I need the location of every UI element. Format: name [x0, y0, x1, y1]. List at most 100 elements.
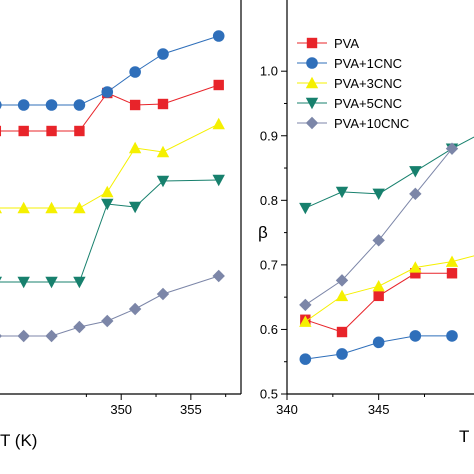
left-point-pva-plus-5cnc-7 [212, 174, 225, 187]
left-point-pva-plus-3cnc-3 [73, 201, 86, 214]
right-panel: 0.5 0.6 0.7 0.8 0.9 1.0 340 345 β T PVA PVA+1CNC… [258, 0, 474, 446]
right-series-pva-plus-10cnc [299, 142, 459, 312]
left-point-pva-plus-5cnc-4 [101, 198, 114, 211]
left-point-pva-plus-1cnc-6 [157, 48, 169, 60]
right-series-pva-plus-5cnc [299, 136, 474, 215]
right-x-tick-label-1: 345 [368, 402, 390, 417]
right-point-pva-3 [410, 268, 421, 279]
left-point-pva-plus-1cnc-7 [212, 30, 225, 42]
left-point-pva-plus-1cnc-3 [73, 99, 86, 111]
legend-label-pva-plus-10cnc: PVA+10CNC [334, 116, 409, 131]
right-point-pva-plus-10cnc-0 [299, 298, 312, 312]
left-point-pva-0 [0, 125, 2, 137]
left-point-pva-plus-5cnc-6 [156, 175, 170, 188]
right-point-pva-plus-10cnc-2 [372, 234, 385, 247]
left-point-pva-6 [157, 98, 169, 110]
left-point-pva-plus-3cnc-5 [128, 141, 142, 154]
legend-marker-pva-plus-5cnc [305, 97, 319, 110]
left-point-pva-plus-10cnc-2 [45, 329, 58, 343]
left-series-pva-plus-5cnc [0, 174, 225, 289]
legend-item-pva-plus-1cnc: PVA+1CNC [297, 56, 402, 71]
right-series-pva-plus-3cnc [299, 255, 474, 327]
left-point-pva-2 [46, 125, 57, 137]
legend-item-pva-plus-10cnc: PVA+10CNC [297, 116, 409, 131]
right-point-pva-plus-10cnc-1 [335, 274, 349, 287]
legend-label-pva-plus-3cnc: PVA+3CNC [334, 76, 402, 91]
right-y-axis-label: β [258, 223, 268, 242]
left-point-pva-plus-5cnc-1 [17, 276, 30, 289]
left-point-pva-plus-3cnc-2 [45, 201, 58, 214]
left-point-pva-plus-1cnc-1 [17, 99, 30, 111]
legend-label-pva: PVA [334, 36, 359, 51]
right-point-pva-2 [373, 290, 384, 302]
right-series-line-pva-plus-5cnc [305, 136, 474, 209]
left-point-pva-plus-1cnc-4 [101, 86, 114, 98]
left-point-pva-plus-10cnc-4 [101, 314, 114, 328]
right-point-pva-plus-1cnc-0 [299, 353, 312, 365]
right-x-axis-label: T [459, 427, 469, 446]
right-point-pva-plus-5cnc-0 [299, 202, 312, 215]
right-point-pva-plus-3cnc-3 [409, 261, 422, 273]
right-point-pva-plus-5cnc-2 [372, 188, 385, 201]
right-point-pva-plus-1cnc-2 [372, 336, 385, 349]
right-point-pva-plus-1cnc-3 [409, 330, 422, 342]
right-x-tick-label-0: 340 [276, 402, 298, 417]
right-point-pva-plus-5cnc-1 [335, 186, 349, 199]
left-x-ticks: 350 355 [85, 394, 227, 417]
right-point-pva-plus-3cnc-1 [335, 289, 349, 302]
right-point-pva-plus-10cnc-4 [445, 142, 459, 155]
legend-marker-pva-plus-10cnc [305, 116, 319, 130]
right-y-tick-label-4: 0.9 [260, 128, 278, 143]
legend-item-pva: PVA [297, 36, 359, 51]
left-plot-area [0, 30, 225, 343]
right-point-pva-plus-3cnc-4 [445, 255, 459, 267]
left-point-pva-plus-1cnc-2 [45, 99, 58, 111]
left-point-pva-plus-5cnc-3 [73, 276, 86, 289]
left-point-pva-plus-10cnc-7 [212, 269, 225, 283]
left-point-pva-plus-3cnc-4 [101, 185, 114, 198]
right-series-pva-plus-1cnc [299, 330, 458, 365]
legend-label-pva-plus-5cnc: PVA+5CNC [334, 96, 402, 111]
legend-marker-pva [306, 37, 318, 49]
left-point-pva-plus-3cnc-0 [0, 209, 3, 214]
right-y-tick-label-5: 1.0 [260, 64, 278, 79]
legend-marker-pva-plus-3cnc [305, 76, 319, 89]
left-point-pva-plus-3cnc-1 [17, 201, 30, 214]
right-y-tick-label-0: 0.5 [260, 387, 278, 402]
left-point-pva-plus-10cnc-5 [128, 302, 142, 316]
right-point-pva-plus-3cnc-0 [299, 315, 312, 327]
left-point-pva-plus-10cnc-1 [17, 329, 30, 343]
left-series-pva-plus-3cnc [0, 117, 225, 214]
left-point-pva-plus-3cnc-7 [212, 117, 225, 130]
right-point-pva-plus-10cnc-3 [409, 187, 422, 201]
right-plot-area [299, 136, 474, 365]
left-point-pva-plus-5cnc-0 [0, 276, 3, 281]
right-series-pva [300, 268, 458, 338]
right-point-pva-plus-1cnc-4 [446, 330, 458, 342]
legend-item-pva-plus-5cnc: PVA+5CNC [297, 96, 402, 111]
right-series-line-pva-plus-3cnc [305, 255, 474, 323]
left-series-pva-plus-1cnc [0, 30, 225, 111]
left-point-pva-plus-5cnc-2 [45, 276, 58, 289]
left-point-pva-1 [18, 125, 29, 137]
right-y-tick-label-3: 0.8 [260, 193, 278, 208]
left-point-pva-plus-1cnc-5 [129, 66, 141, 78]
left-panel: 350 355 T (K) [0, 0, 242, 450]
legend-marker-pva-plus-1cnc [306, 57, 318, 69]
left-point-pva-plus-10cnc-0 [0, 333, 3, 339]
right-point-pva-plus-5cnc-3 [409, 166, 422, 178]
left-point-pva-plus-1cnc-0 [0, 100, 2, 110]
right-point-pva-4 [446, 268, 458, 279]
left-series-line-pva-plus-10cnc [0, 275, 219, 337]
left-series-line-pva-plus-3cnc [0, 123, 219, 209]
left-series-line-pva-plus-5cnc [0, 179, 219, 283]
left-point-pva-3 [74, 125, 85, 137]
right-y-tick-label-2: 0.7 [260, 257, 278, 272]
right-point-pva-1 [336, 326, 348, 338]
left-point-pva-plus-3cnc-6 [156, 145, 170, 158]
right-ticks: 0.5 0.6 0.7 0.8 0.9 1.0 340 345 [260, 64, 425, 417]
left-point-pva-plus-10cnc-3 [73, 320, 86, 334]
left-point-pva-plus-10cnc-6 [156, 287, 170, 301]
right-y-tick-label-1: 0.6 [260, 322, 278, 337]
